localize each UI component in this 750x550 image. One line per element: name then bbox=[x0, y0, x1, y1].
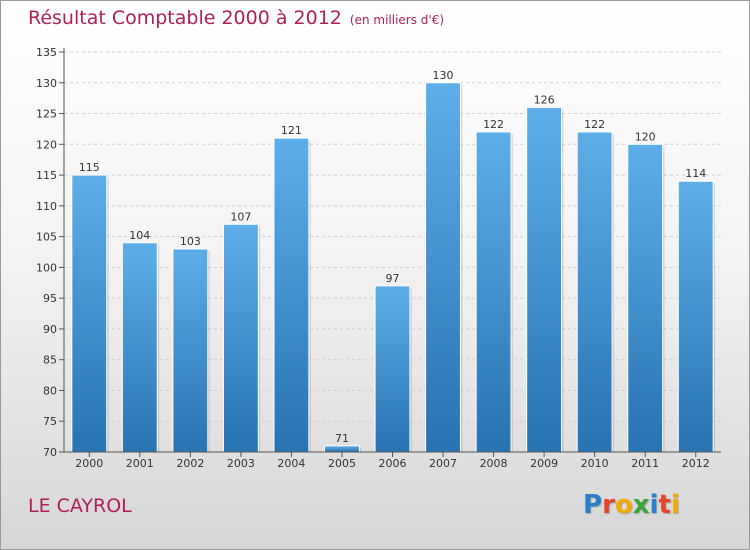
y-tick-label: 105 bbox=[36, 231, 57, 244]
chart-title: Résultat Comptable 2000 à 2012 bbox=[28, 7, 342, 29]
y-tick-label: 135 bbox=[36, 46, 57, 59]
chart-title-block: Résultat Comptable 2000 à 2012 (en millie… bbox=[28, 7, 444, 29]
logo-letter: x bbox=[632, 490, 650, 520]
y-tick-label: 110 bbox=[36, 200, 57, 213]
data-label: 115 bbox=[79, 161, 100, 174]
commune-name: LE CAYROL bbox=[28, 495, 132, 517]
data-label: 103 bbox=[180, 235, 201, 248]
x-tick-label: 2008 bbox=[480, 457, 508, 470]
bar-2011 bbox=[627, 143, 664, 453]
axes: 70 75 80 85 90 95 100 105 110 115 120 125 130 135 2000… bbox=[36, 46, 721, 470]
logo-letter: i bbox=[670, 490, 680, 520]
data-label: 122 bbox=[483, 118, 504, 131]
data-label: 71 bbox=[335, 432, 349, 445]
logo-letter: i bbox=[649, 490, 659, 520]
bar-2009 bbox=[526, 106, 563, 453]
y-tick-label: 85 bbox=[43, 354, 57, 367]
x-tick-label: 2007 bbox=[429, 457, 457, 470]
data-label: 114 bbox=[685, 167, 706, 180]
data-label: 104 bbox=[129, 229, 150, 242]
x-tick-label: 2005 bbox=[328, 457, 356, 470]
data-label: 121 bbox=[281, 124, 302, 137]
x-tick-label: 2003 bbox=[227, 457, 255, 470]
y-tick-label: 120 bbox=[36, 138, 57, 151]
x-tick-label: 2012 bbox=[682, 457, 710, 470]
y-tick-label: 70 bbox=[43, 446, 57, 459]
y-tick-label: 130 bbox=[36, 77, 57, 90]
data-label: 120 bbox=[635, 130, 656, 143]
bar-2010 bbox=[576, 131, 613, 453]
data-label: 122 bbox=[584, 118, 605, 131]
x-tick-label: 2002 bbox=[176, 457, 204, 470]
y-tick-label: 125 bbox=[36, 108, 57, 121]
x-tick-label: 2004 bbox=[277, 457, 305, 470]
logo-letter: P bbox=[583, 490, 603, 520]
bar-2006 bbox=[374, 285, 411, 453]
bar-2005 bbox=[324, 445, 360, 453]
x-tick-label: 2011 bbox=[631, 457, 659, 470]
logo-letter: r bbox=[602, 490, 615, 520]
proxiti-logo[interactable]: Proxiti bbox=[583, 490, 680, 520]
bar-2000 bbox=[71, 174, 108, 453]
bar-2012 bbox=[677, 180, 714, 453]
bar-2004 bbox=[273, 137, 310, 453]
data-label: 97 bbox=[386, 272, 400, 285]
data-label: 107 bbox=[230, 210, 251, 223]
bars: 115 104 103 107 121 71 97 130 122 126 122 120 114 bbox=[71, 69, 716, 453]
bar-2003 bbox=[222, 223, 259, 453]
data-label: 130 bbox=[433, 69, 454, 82]
x-tick-label: 2000 bbox=[75, 457, 103, 470]
y-tick-label: 90 bbox=[43, 323, 57, 336]
logo-letter: t bbox=[658, 490, 671, 520]
y-tick-label: 80 bbox=[43, 384, 57, 397]
bar-2001 bbox=[121, 242, 158, 453]
logo-letter: o bbox=[614, 490, 633, 520]
y-tick-label: 95 bbox=[43, 292, 57, 305]
bar-2007 bbox=[425, 82, 461, 453]
x-tick-label: 2010 bbox=[581, 457, 609, 470]
x-tick-label: 2001 bbox=[126, 457, 154, 470]
x-tick-label: 2006 bbox=[379, 457, 407, 470]
unit-note: (en milliers d'€) bbox=[349, 13, 445, 27]
y-tick-label: 75 bbox=[43, 415, 57, 428]
data-label: 126 bbox=[534, 93, 555, 106]
y-tick-label: 100 bbox=[36, 261, 57, 274]
bar-2008 bbox=[475, 131, 512, 453]
y-tick-label: 115 bbox=[36, 169, 57, 182]
bar-2002 bbox=[172, 248, 209, 453]
x-tick-label: 2009 bbox=[530, 457, 558, 470]
